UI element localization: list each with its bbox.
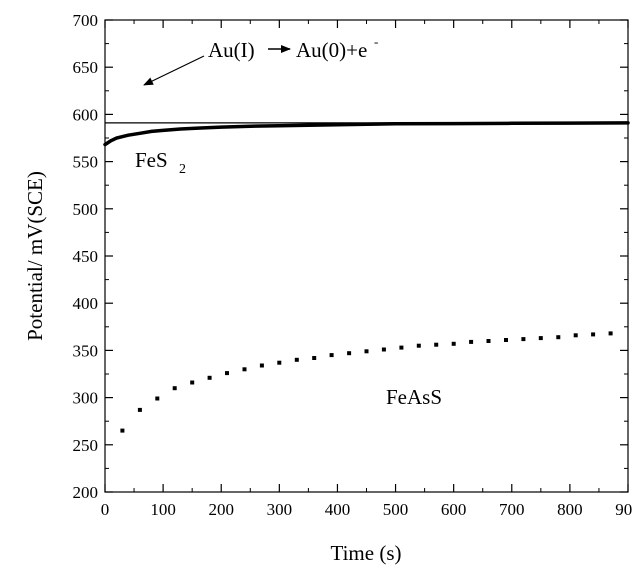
plot-frame — [104, 19, 629, 493]
feass-point — [137, 407, 142, 412]
y-tick-label: 200 — [73, 483, 99, 502]
feass-point — [451, 341, 456, 346]
feass-point — [259, 363, 264, 368]
reaction-superscript: - — [374, 34, 378, 49]
feass-point — [172, 386, 177, 391]
x-tick-label: 100 — [150, 500, 176, 519]
feass-point — [556, 335, 561, 340]
y-axis-tick-labels: 200 250 300 350 400 450 500 550 600 650 700 — [73, 11, 99, 502]
y-axis-ticks — [105, 19, 628, 493]
feass-point — [521, 337, 526, 342]
y-tick-label: 450 — [73, 247, 99, 266]
reaction-lhs-label: Au(I) — [208, 38, 255, 62]
fes2-label: FeS 2 — [135, 148, 186, 177]
y-tick-label: 400 — [73, 294, 99, 313]
feass-point — [416, 343, 421, 348]
feass-point — [486, 339, 491, 343]
reaction-annotation: Au(I) Au(0)+e - — [143, 34, 378, 86]
x-tick-label: 0 — [101, 500, 110, 519]
y-tick-label: 550 — [73, 153, 99, 172]
fes2-label-subscript: 2 — [179, 162, 186, 177]
y-tick-label: 600 — [73, 105, 99, 124]
feass-point — [242, 367, 247, 372]
feass-point — [364, 349, 369, 354]
pointer-arrow — [143, 55, 205, 86]
series-feass-points — [120, 331, 613, 433]
x-tick-label: 700 — [499, 500, 525, 519]
x-axis-ticks — [104, 20, 629, 492]
feass-point — [155, 396, 160, 401]
feass-point — [347, 351, 352, 356]
x-tick-label: 400 — [325, 500, 351, 519]
feass-point — [381, 347, 386, 352]
reaction-rhs-label: Au(0)+e — [296, 38, 367, 62]
feass-point — [469, 339, 474, 344]
feass-point — [120, 428, 125, 433]
feass-point — [504, 338, 508, 342]
y-tick-label: 650 — [73, 58, 99, 77]
feass-point — [294, 357, 299, 362]
x-tick-label: 900 — [615, 500, 632, 519]
x-tick-label: 800 — [557, 500, 583, 519]
x-tick-label: 200 — [208, 500, 234, 519]
y-axis-title: Potential/ mV(SCE) — [23, 171, 47, 341]
feass-label: FeAsS — [386, 385, 442, 409]
y-tick-label: 250 — [73, 436, 99, 455]
x-tick-label: 300 — [267, 500, 293, 519]
feass-point — [225, 371, 229, 376]
feass-point — [434, 342, 439, 347]
feass-point — [573, 333, 578, 338]
feass-point — [207, 375, 212, 380]
y-tick-label: 350 — [73, 341, 99, 360]
feass-point — [591, 332, 596, 337]
feass-point — [399, 345, 404, 350]
feass-point — [538, 336, 543, 341]
y-tick-label: 500 — [73, 200, 99, 219]
x-axis-tick-labels: 0 100 200 300 400 500 600 700 800 900 — [101, 500, 632, 519]
x-tick-label: 600 — [441, 500, 467, 519]
y-tick-label: 300 — [73, 389, 99, 408]
feass-point — [190, 380, 195, 385]
x-tick-label: 500 — [383, 500, 409, 519]
fes2-label-base: FeS — [135, 148, 168, 172]
x-axis-title: Time (s) — [331, 541, 402, 565]
feass-point — [329, 353, 334, 358]
feass-point — [312, 356, 317, 360]
y-tick-label: 700 — [73, 11, 99, 30]
series-fes2-line — [103, 121, 630, 147]
feass-point — [277, 360, 282, 365]
feass-point — [608, 331, 613, 336]
